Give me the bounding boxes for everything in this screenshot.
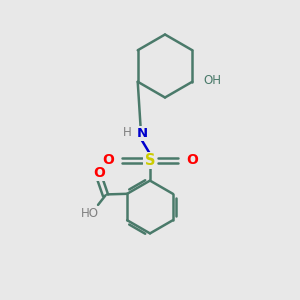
Text: O: O <box>102 154 114 167</box>
Text: H: H <box>123 125 131 139</box>
Text: N: N <box>137 127 148 140</box>
Text: O: O <box>186 154 198 167</box>
Text: HO: HO <box>81 207 99 220</box>
Text: S: S <box>145 153 155 168</box>
Text: OH: OH <box>204 74 222 87</box>
Text: O: O <box>94 166 106 180</box>
